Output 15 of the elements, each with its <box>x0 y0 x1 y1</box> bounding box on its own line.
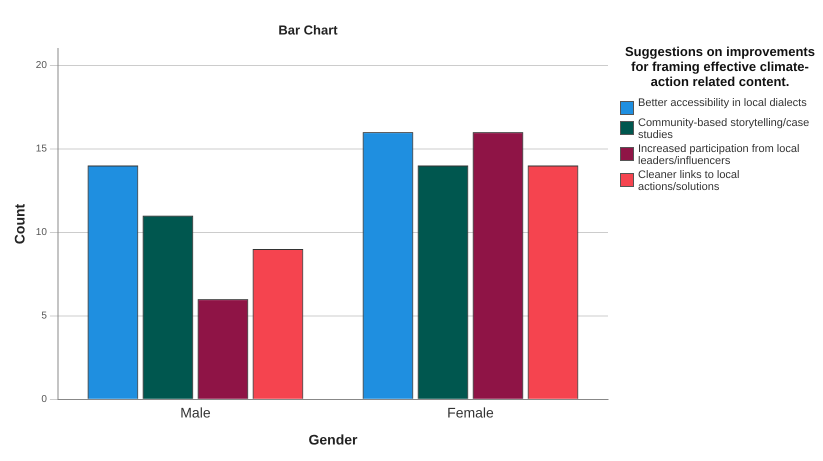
x-tick-label: Male <box>180 404 211 421</box>
legend-label: Increased participation from local leaders/influencers <box>638 143 800 167</box>
y-tick-label: 15 <box>36 144 48 155</box>
chart-title: Bar Chart <box>278 22 338 38</box>
x-axis-title: Gender <box>308 431 358 448</box>
y-tick-label: 10 <box>36 227 48 238</box>
legend-label: Cleaner links to local actions/solutions <box>638 169 740 193</box>
x-tick-label: Female <box>447 404 494 421</box>
y-tick-label: 20 <box>36 60 48 72</box>
legend-label: Community-based storytelling/case studies <box>638 117 810 141</box>
legend-label: Better accessibility in local dialects <box>638 97 807 109</box>
y-tick-label: 0 <box>41 394 48 406</box>
y-tick-label: 5 <box>41 310 48 322</box>
y-axis-title: Count <box>11 203 28 244</box>
legend-title: Suggestions on improvements for framing effective climate-action related content. <box>624 44 816 89</box>
